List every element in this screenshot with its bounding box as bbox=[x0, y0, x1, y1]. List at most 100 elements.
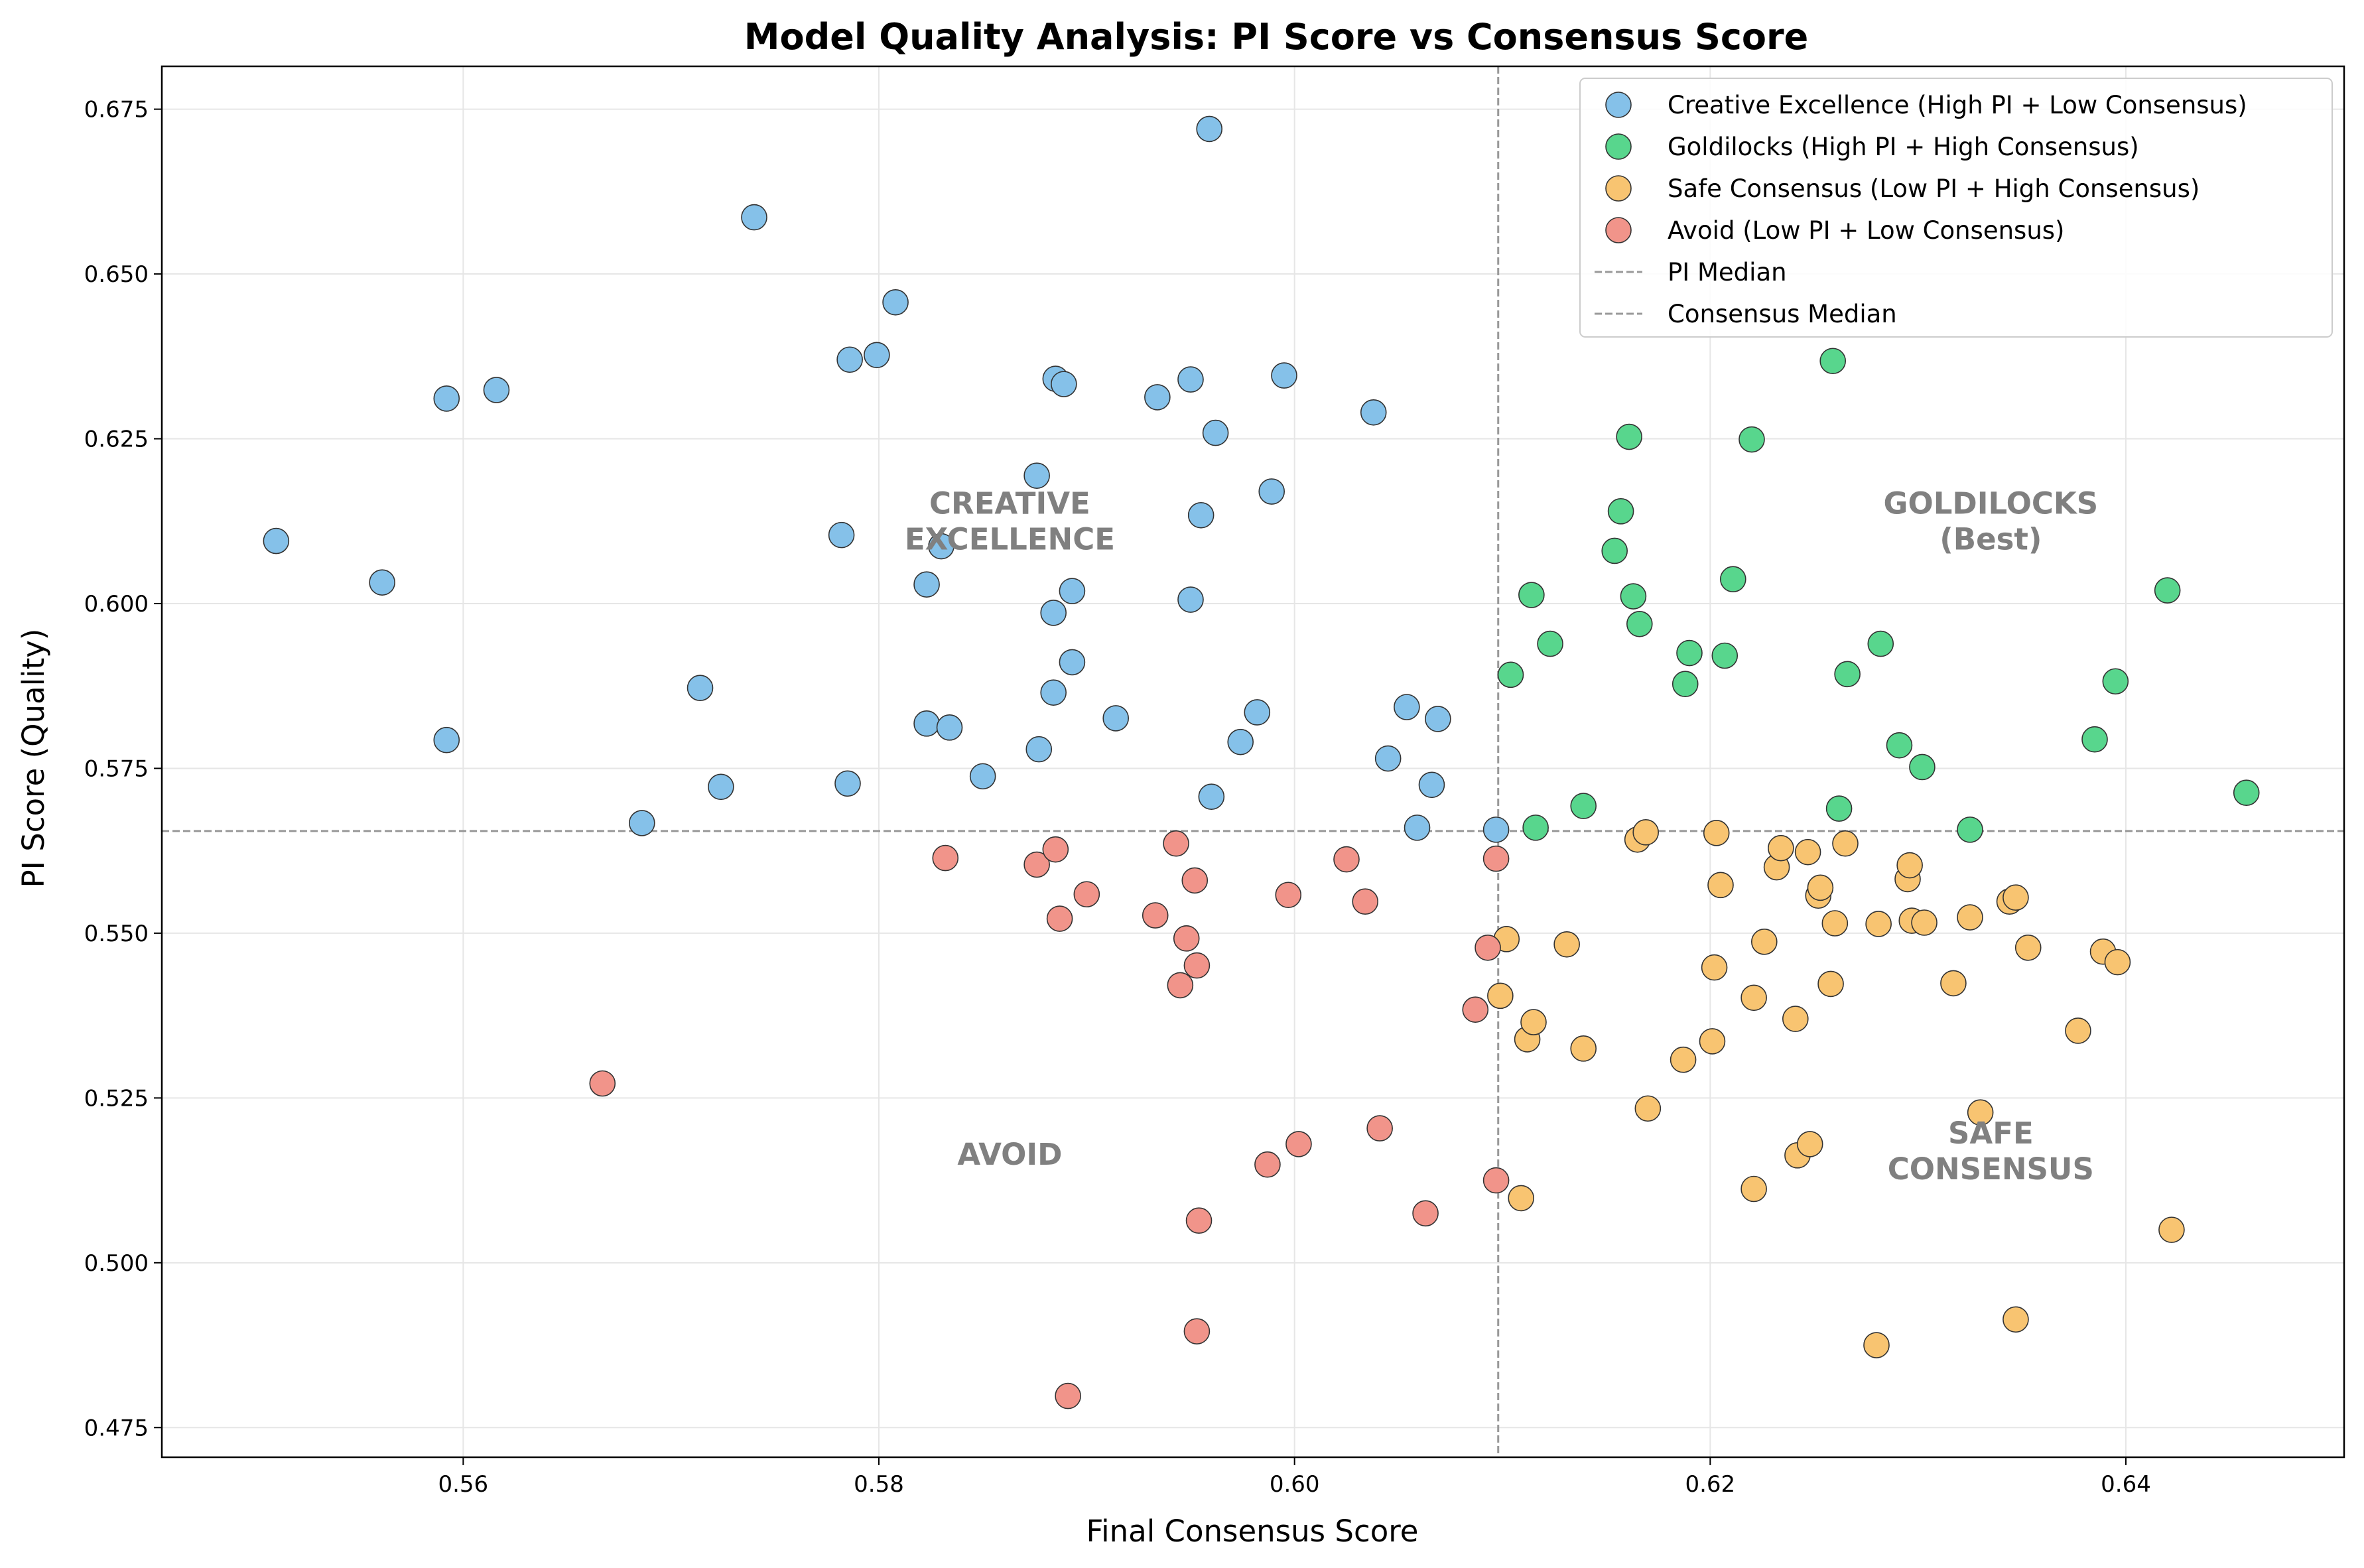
data-point-series-2 bbox=[1957, 904, 1983, 931]
data-point-series-2 bbox=[1911, 909, 1937, 936]
data-point-series-2 bbox=[1896, 852, 1923, 879]
data-point-series-2 bbox=[2065, 1017, 2091, 1044]
data-point-series-0 bbox=[263, 527, 290, 555]
data-point-series-2 bbox=[1570, 1035, 1597, 1062]
legend-label: Safe Consensus (Low PI + High Consensus) bbox=[1668, 174, 2200, 203]
data-point-series-3 bbox=[1475, 934, 1501, 961]
data-point-series-3 bbox=[1042, 836, 1069, 863]
data-point-series-3 bbox=[1352, 888, 1378, 915]
data-point-series-3 bbox=[1333, 846, 1360, 873]
data-point-series-1 bbox=[1909, 753, 1936, 781]
data-point-series-0 bbox=[1374, 745, 1402, 772]
data-point-series-1 bbox=[1518, 582, 1545, 608]
data-point-series-1 bbox=[1497, 661, 1524, 688]
data-point-series-2 bbox=[1740, 1175, 1767, 1203]
data-point-series-2 bbox=[1817, 970, 1844, 998]
data-point-series-2 bbox=[1794, 838, 1821, 866]
x-tick-label: 0.58 bbox=[854, 1471, 904, 1498]
data-point-series-0 bbox=[828, 521, 855, 549]
data-point-series-2 bbox=[1863, 1332, 1890, 1358]
data-point-series-2 bbox=[1967, 1099, 1994, 1126]
data-point-series-1 bbox=[1957, 817, 1983, 843]
data-point-series-2 bbox=[1751, 929, 1778, 955]
data-point-series-0 bbox=[1244, 699, 1271, 726]
data-point-series-1 bbox=[1867, 630, 1894, 657]
data-point-series-3 bbox=[1163, 830, 1189, 857]
legend-box bbox=[1579, 78, 2333, 338]
y-tick-label: 0.575 bbox=[84, 755, 149, 782]
data-point-series-3 bbox=[1055, 1382, 1081, 1409]
data-point-series-2 bbox=[1553, 931, 1580, 958]
data-point-series-1 bbox=[1834, 661, 1861, 688]
data-point-series-0 bbox=[369, 569, 395, 596]
data-point-series-1 bbox=[1626, 610, 1653, 637]
y-tick-label: 0.600 bbox=[84, 591, 149, 618]
data-point-series-3 bbox=[932, 844, 959, 872]
data-point-series-1 bbox=[1676, 639, 1703, 667]
data-point-series-0 bbox=[1177, 366, 1204, 393]
data-point-series-2 bbox=[1487, 982, 1514, 1010]
data-point-series-0 bbox=[936, 714, 963, 741]
data-point-series-0 bbox=[1425, 706, 1451, 732]
data-point-series-0 bbox=[928, 533, 954, 560]
data-point-series-1 bbox=[1601, 537, 1628, 564]
data-point-series-2 bbox=[1520, 1009, 1547, 1035]
legend-marker bbox=[1605, 217, 1632, 243]
data-point-series-1 bbox=[1711, 642, 1739, 669]
y-tick-label: 0.500 bbox=[84, 1250, 149, 1277]
data-point-series-3 bbox=[1254, 1151, 1281, 1178]
axis-ticks: 0.56 0.58 0.60 0.62 0.64 0.475 0.500 0.525 0.550… bbox=[84, 97, 2151, 1498]
plot-frame bbox=[161, 65, 2345, 1459]
data-point-series-0 bbox=[1144, 384, 1171, 411]
data-point-series-0 bbox=[836, 346, 863, 373]
data-point-series-1 bbox=[2102, 668, 2129, 695]
legend-label: Creative Excellence (High PI + Low Conse… bbox=[1668, 91, 2247, 119]
data-points bbox=[263, 115, 2260, 1409]
legend-marker bbox=[1605, 133, 1632, 160]
y-tick-label: 0.675 bbox=[84, 97, 149, 123]
data-point-series-0 bbox=[1040, 600, 1067, 626]
data-point-series-1 bbox=[1672, 671, 1699, 698]
data-point-series-3 bbox=[1181, 867, 1209, 894]
data-point-series-2 bbox=[2158, 1216, 2185, 1243]
x-tick-label: 0.64 bbox=[2101, 1471, 2151, 1498]
data-point-series-2 bbox=[1865, 911, 1892, 937]
data-point-series-2 bbox=[1807, 874, 1834, 901]
data-point-series-0 bbox=[708, 773, 734, 801]
quadrant-label: CREATIVE bbox=[929, 486, 1090, 521]
data-point-series-3 bbox=[1046, 905, 1073, 932]
data-point-series-0 bbox=[1258, 478, 1285, 505]
legend: Creative Excellence (High PI + Low Conse… bbox=[1579, 78, 2333, 338]
legend-marker bbox=[1605, 92, 1632, 118]
data-point-series-0 bbox=[1418, 771, 1445, 799]
y-axis-label: PI Score (Quality) bbox=[16, 629, 51, 888]
data-point-series-3 bbox=[1366, 1115, 1393, 1142]
data-point-series-3 bbox=[1462, 996, 1489, 1023]
data-point-series-0 bbox=[1227, 728, 1254, 755]
data-point-series-2 bbox=[2003, 1306, 2029, 1333]
x-tick-label: 0.62 bbox=[1685, 1471, 1735, 1498]
x-tick-label: 0.60 bbox=[1270, 1471, 1320, 1498]
data-point-series-0 bbox=[913, 571, 940, 598]
data-point-series-2 bbox=[1634, 1095, 1662, 1122]
data-point-series-2 bbox=[1832, 830, 1859, 857]
chart-title: Model Quality Analysis: PI Score vs Cons… bbox=[744, 16, 1808, 58]
data-point-series-0 bbox=[433, 726, 460, 753]
data-point-series-1 bbox=[2233, 779, 2260, 807]
data-point-series-0 bbox=[1198, 783, 1225, 810]
data-point-series-2 bbox=[1699, 1028, 1726, 1055]
x-axis-label: Final Consensus Score bbox=[1086, 1514, 1419, 1549]
data-point-series-3 bbox=[1275, 882, 1302, 909]
data-point-series-1 bbox=[1825, 795, 1853, 822]
x-tick-label: 0.56 bbox=[438, 1471, 488, 1498]
data-point-series-0 bbox=[483, 377, 510, 403]
data-point-series-3 bbox=[1142, 902, 1169, 929]
data-point-series-1 bbox=[1819, 348, 1846, 375]
data-point-series-0 bbox=[1187, 502, 1215, 529]
data-point-series-0 bbox=[1102, 705, 1129, 732]
data-point-series-3 bbox=[1167, 972, 1194, 999]
data-point-series-0 bbox=[1177, 586, 1204, 613]
data-point-series-2 bbox=[1796, 1131, 1823, 1157]
data-point-series-0 bbox=[864, 342, 890, 369]
